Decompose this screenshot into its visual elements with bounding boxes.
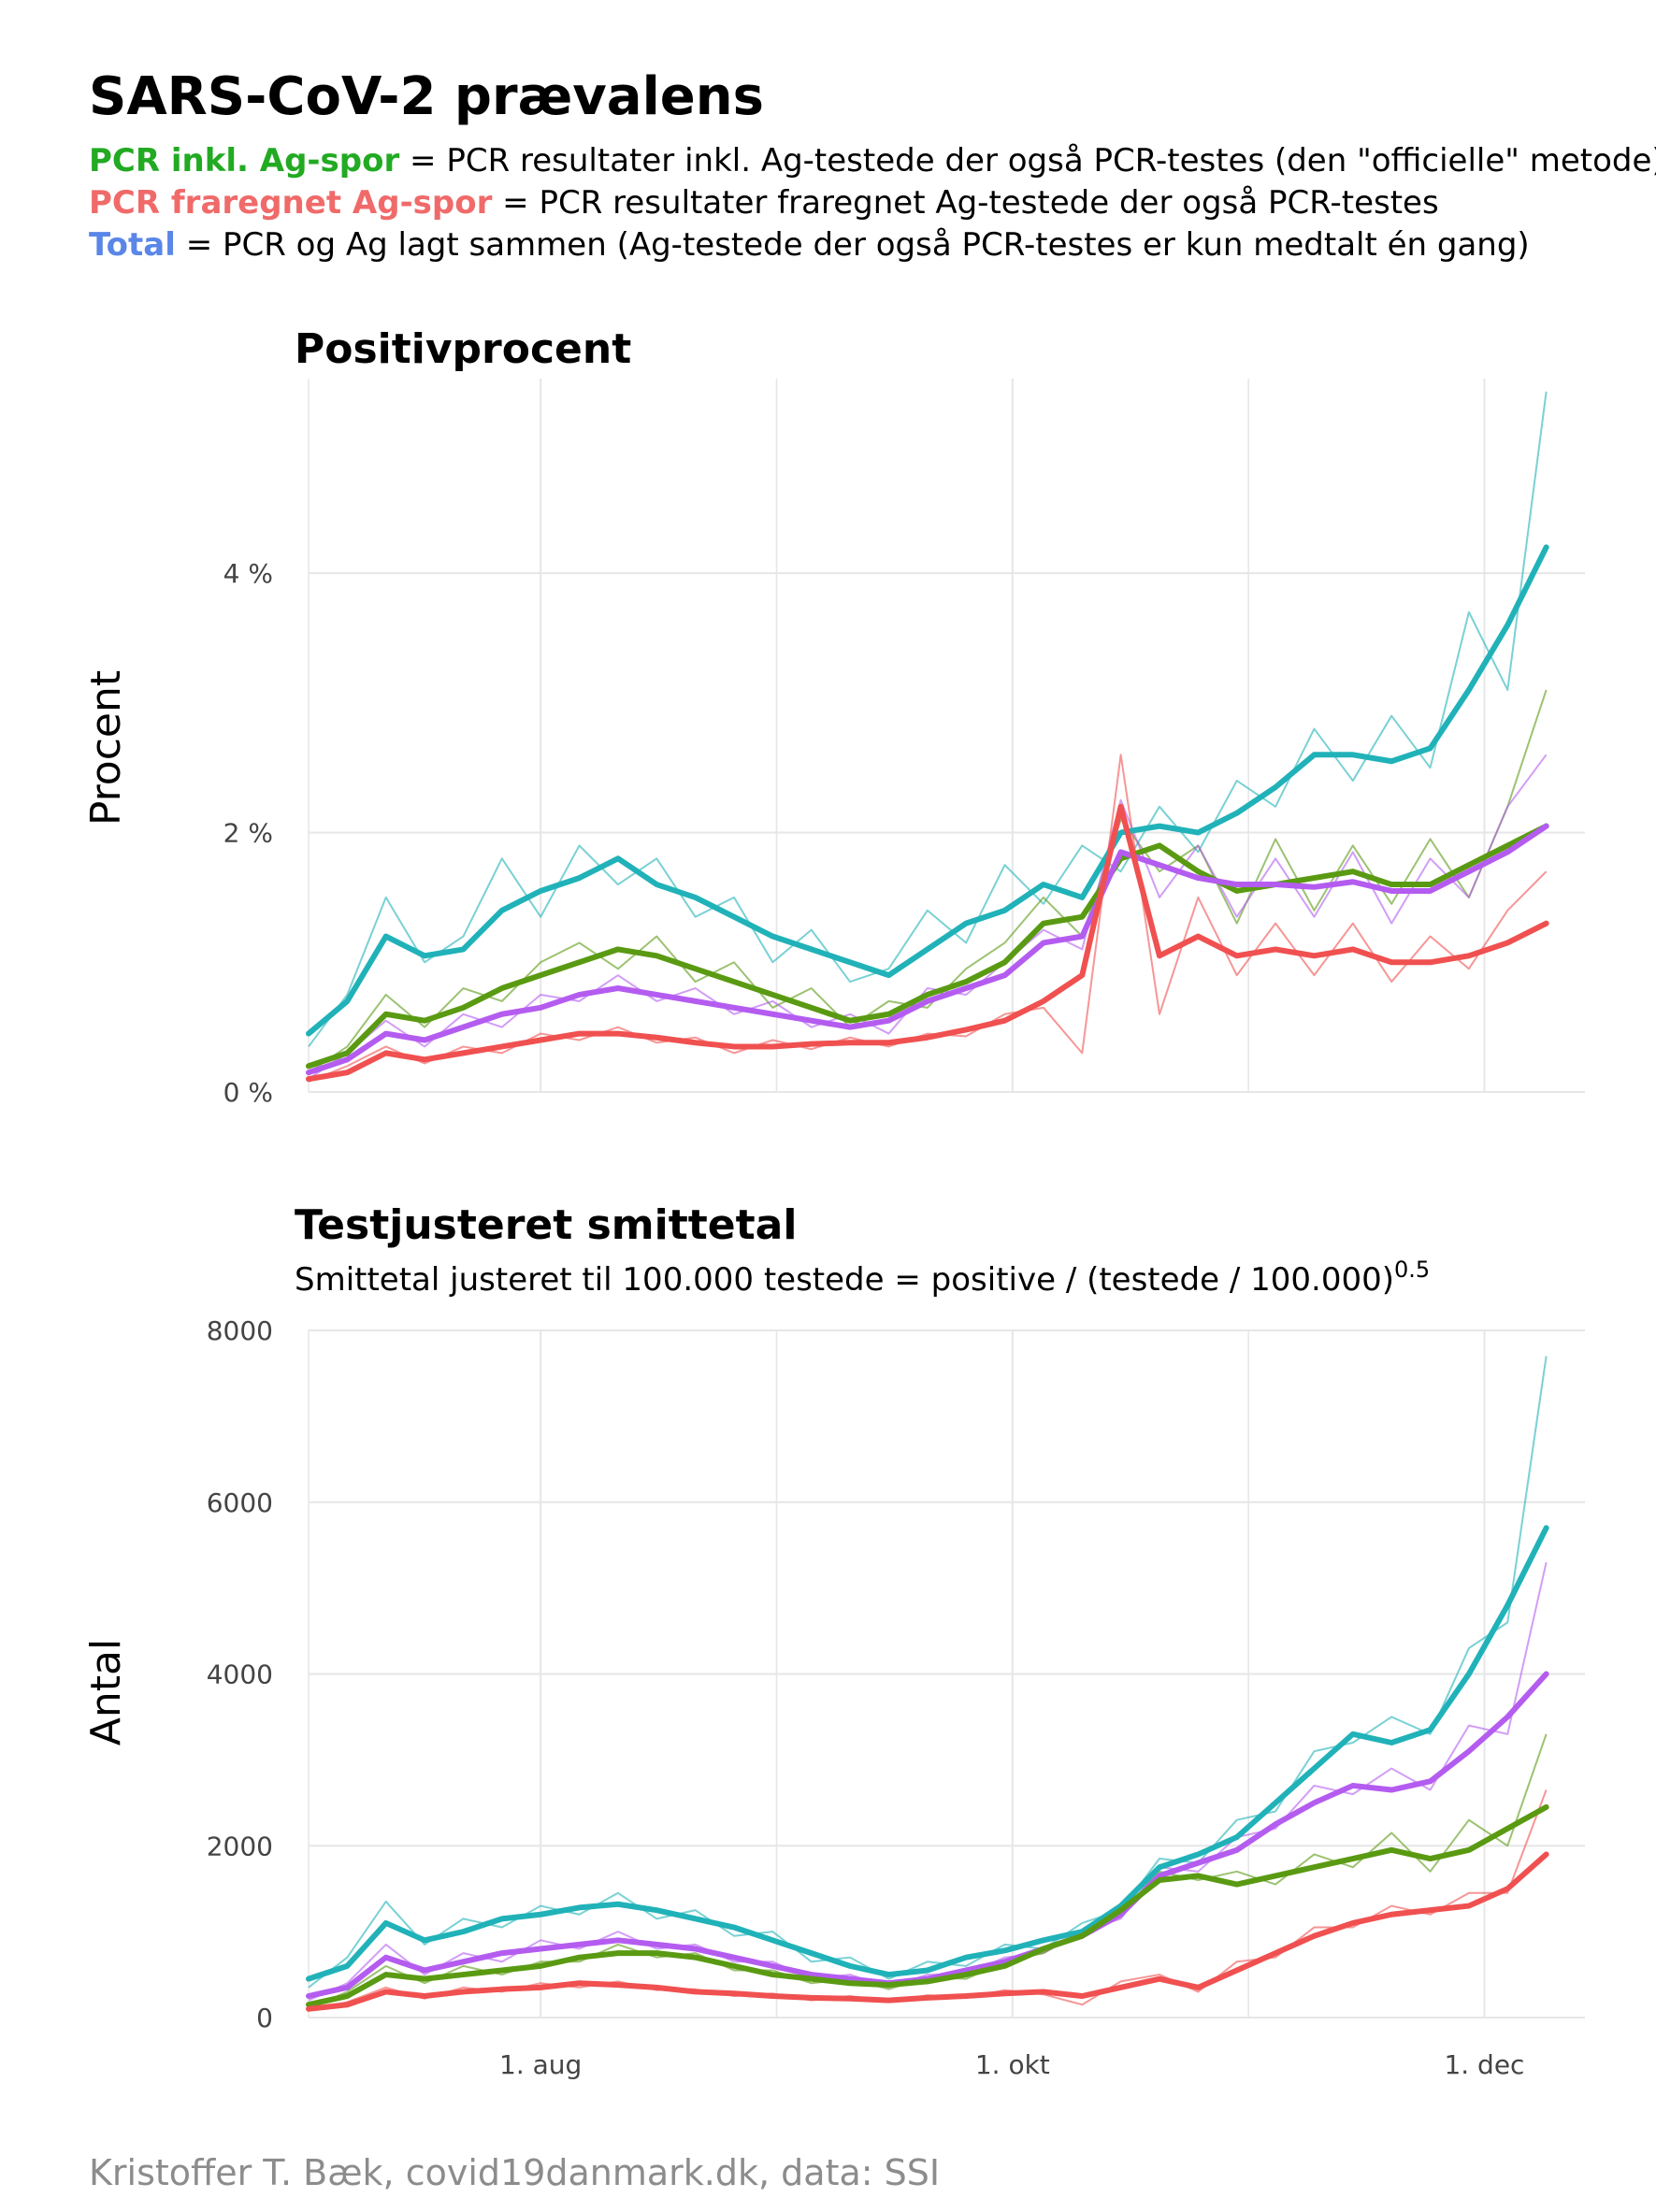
legend-line-pcr-inkl: PCR inkl. Ag-spor = PCR resultater inkl.… xyxy=(89,142,1656,180)
figure-title: SARS-CoV-2 prævalens xyxy=(89,66,764,127)
y-axis-label-procent: Procent xyxy=(82,670,130,826)
y-tick-label: 2 % xyxy=(223,818,273,849)
y-tick-label: 0 xyxy=(256,2003,273,2033)
y-tick-label: 4000 xyxy=(207,1659,273,1690)
series-smooth-line-purple xyxy=(306,1803,1549,2008)
series-raw-line-teal xyxy=(308,1356,1548,1989)
caption: Kristoffer T. Bæk, covid19danmark.dk, da… xyxy=(89,2152,940,2193)
series-smooth-line-green xyxy=(306,1671,1549,2000)
x-tick-label: 1. okt xyxy=(975,2049,1050,2080)
series-raw-line-green xyxy=(308,1561,1548,2002)
series-smooth-line-red xyxy=(306,803,1549,1083)
panel-smittetal: Testjusteret smittetal Smittetal justere… xyxy=(82,1201,1585,2080)
y-tick-label: 2000 xyxy=(207,1831,273,1861)
legend-line-pcr-fraregnet: PCR fraregnet Ag-spor = PCR resultater f… xyxy=(89,184,1439,222)
panel-subtitle-smittetal: Smittetal justeret til 100.000 testede =… xyxy=(295,1257,1430,1299)
series-smooth-line-teal xyxy=(306,1525,1549,1982)
panel-subtitle-text: Smittetal justeret til 100.000 testede =… xyxy=(295,1261,1394,1299)
grid-lines xyxy=(308,379,1585,1093)
series-smooth-line-red xyxy=(306,1851,1549,2012)
series-raw-line-teal xyxy=(308,391,1548,1048)
series-smooth-line-teal xyxy=(306,544,1549,1037)
panel-subtitle-exponent: 0.5 xyxy=(1394,1257,1430,1283)
legend-label-pcr-fraregnet: PCR fraregnet Ag-spor xyxy=(89,184,493,222)
axis-ticks: 0 2000 4000 6000 8000 1. aug 1. okt 1. dec xyxy=(207,1315,1525,2080)
series-lines xyxy=(306,391,1549,1083)
legend-text-pcr-inkl: = PCR resultater inkl. Ag-testede der og… xyxy=(399,142,1656,180)
legend-label-pcr-inkl: PCR inkl. Ag-spor xyxy=(89,142,399,180)
panel-title-smittetal: Testjusteret smittetal xyxy=(295,1201,797,1249)
legend-label-total: Total xyxy=(89,226,176,264)
y-tick-label: 6000 xyxy=(207,1487,273,1518)
panel-title-positivprocent: Positivprocent xyxy=(295,325,631,373)
legend-text-total: = PCR og Ag lagt sammen (Ag-testede der … xyxy=(176,226,1530,264)
series-lines xyxy=(306,1356,1549,2012)
x-tick-label: 1. aug xyxy=(499,2049,582,2080)
grid-lines xyxy=(308,1329,1585,2018)
series-raw-line-green xyxy=(308,689,1548,1074)
y-axis-label-antal: Antal xyxy=(82,1639,130,1745)
y-tick-label: 0 % xyxy=(223,1077,273,1108)
panel-positivprocent: Positivprocent Procent 0 % 2 % 4 % xyxy=(82,325,1585,1108)
legend-line-total: Total = PCR og Ag lagt sammen (Ag-tested… xyxy=(89,226,1530,264)
x-tick-label: 1. dec xyxy=(1444,2049,1524,2080)
y-tick-label: 8000 xyxy=(207,1315,273,1346)
y-tick-label: 4 % xyxy=(223,558,273,589)
series-smooth-line-purple xyxy=(306,823,1549,1076)
series-smooth-line-green xyxy=(306,823,1549,1070)
legend-text-pcr-fraregnet: = PCR resultater fraregnet Ag-testede de… xyxy=(492,184,1438,222)
axis-ticks: 0 % 2 % 4 % xyxy=(223,558,273,1108)
